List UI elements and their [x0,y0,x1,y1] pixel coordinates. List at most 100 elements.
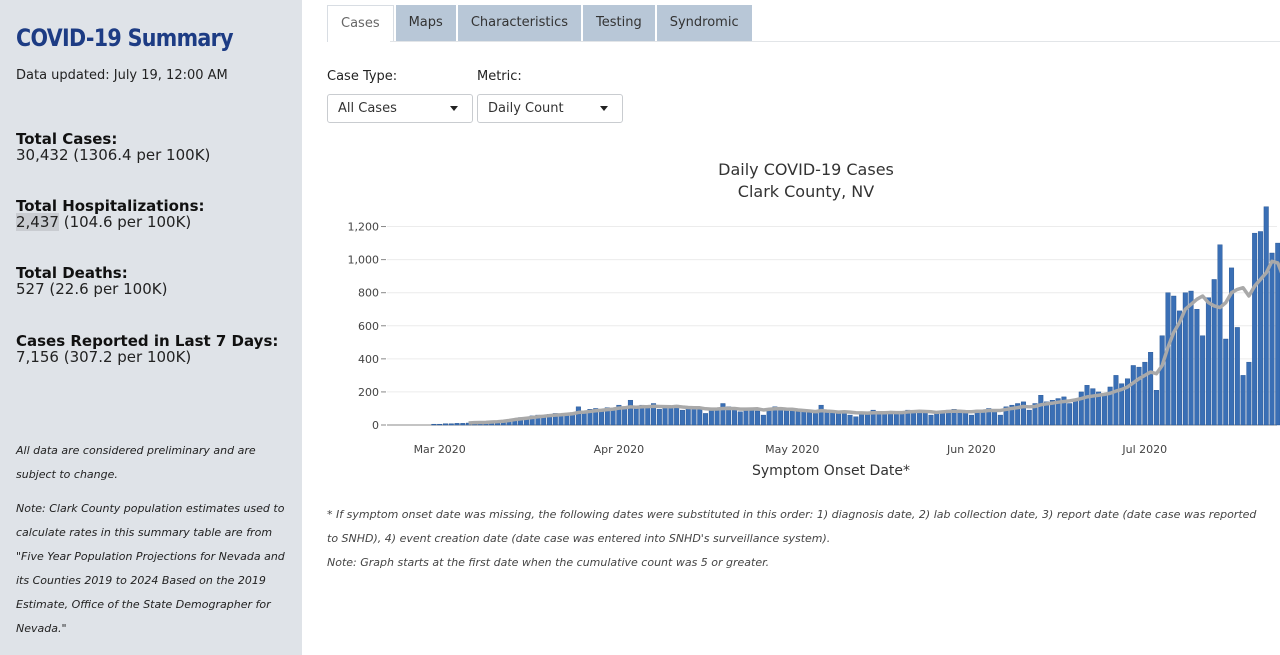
tab-maps[interactable]: Maps [395,5,456,42]
bar [1078,391,1084,426]
case-type-value: All Cases [338,101,397,116]
stat-value: 2,437 (104.6 per 100K) [16,213,205,231]
tab-divider [390,41,1280,42]
bar [824,411,830,426]
bar [1038,395,1044,426]
tab-bar: Cases Maps Characteristics Testing Syndr… [327,5,754,42]
bar [1009,404,1015,426]
bar [1049,399,1055,426]
x-tick-label: May 2020 [765,443,819,456]
metric-label: Metric: [477,69,522,84]
bar [1055,398,1061,426]
bar [1182,292,1188,426]
y-tick-label: 600 [358,320,379,333]
bar [575,406,581,426]
stat-value-rate: (1306.4 per 100K) [68,146,211,164]
bar [870,409,876,426]
x-tick-label: Mar 2020 [414,443,466,456]
bar [454,423,460,426]
bar [997,414,1003,426]
bar [772,406,778,426]
page-title: COVID-19 Summary [16,24,234,52]
bar [1194,309,1200,426]
stat-label: Total Deaths: [16,264,128,282]
bar [992,411,998,426]
bar [1015,403,1021,426]
bar [1084,385,1090,426]
bar [431,423,437,426]
bar [1263,206,1269,426]
bar [847,414,853,426]
bar [963,411,969,426]
bar [778,409,784,426]
chart-x-axis-title: Symptom Onset Date* [752,463,910,479]
x-tick-label: Jul 2020 [1121,443,1167,456]
bar [980,410,986,426]
bar [928,414,934,426]
y-tick-label: 200 [358,386,379,399]
stat-last-7-days: Cases Reported in Last 7 Days: 7,156 (30… [16,333,278,365]
chart-gridlines [387,226,1277,426]
stat-value-main: 30,432 [16,146,69,164]
bar [633,408,639,426]
stat-value-rate: (22.6 per 100K) [44,280,168,298]
bar [807,412,813,426]
bar [460,423,466,426]
x-tick-label: Apr 2020 [594,443,645,456]
tab-testing[interactable]: Testing [583,5,655,42]
stat-value-rate: (307.2 per 100K) [58,348,192,366]
metric-select[interactable]: Daily Count [477,94,623,123]
data-updated-text: Data updated: July 19, 12:00 AM [16,68,228,83]
bar [1257,231,1263,426]
sidebar: COVID-19 Summary Data updated: July 19, … [0,0,302,655]
bar [1246,361,1252,426]
preliminary-note: All data are considered preliminary and … [16,444,256,481]
bar [1061,396,1067,426]
stat-value: 30,432 (1306.4 per 100K) [16,147,210,163]
bar [1125,378,1130,426]
bar [1217,244,1223,426]
chevron-down-icon [600,106,608,111]
moving-average-line [468,259,1280,425]
bar [1072,399,1078,426]
bar [911,411,917,426]
y-tick-label: 0 [372,419,379,432]
bar [593,408,599,426]
case-type-select[interactable]: All Cases [327,94,473,123]
bar [882,413,888,426]
bar [899,412,905,426]
bar [691,409,697,426]
stat-value-main: 527 [16,280,45,298]
metric-value: Daily Count [488,101,564,116]
bar [905,409,911,426]
bar [760,414,766,426]
population-note: Note: Clark County population estimates … [16,502,285,635]
bar [645,405,651,426]
bar [604,407,610,426]
bar [1096,391,1102,426]
bar [795,411,801,426]
bar [442,423,448,426]
stat-label: Total Cases: [16,130,118,148]
tab-characteristics[interactable]: Characteristics [457,5,582,42]
bar [1188,290,1194,426]
tab-syndromic[interactable]: Syndromic [656,5,752,42]
bar [599,409,605,426]
bar [1223,338,1229,426]
bar [651,403,657,426]
bar [1148,352,1154,426]
bar [1130,365,1136,426]
stat-total-hospitalizations: Total Hospitalizations: 2,437 (104.6 per… [16,198,205,231]
bar [968,414,974,426]
bar [1275,242,1280,426]
bar [783,409,789,426]
bar [714,408,720,426]
bar [755,410,761,426]
bar [1136,366,1142,426]
chart-subtitle: Clark County, NV [738,182,874,201]
tab-cases[interactable]: Cases [327,5,394,42]
bar [1142,361,1148,426]
bar [1211,279,1217,426]
bar [1252,232,1258,426]
chart-y-axis: 0 200 400 600 800 1,000 1,200 [348,221,386,432]
